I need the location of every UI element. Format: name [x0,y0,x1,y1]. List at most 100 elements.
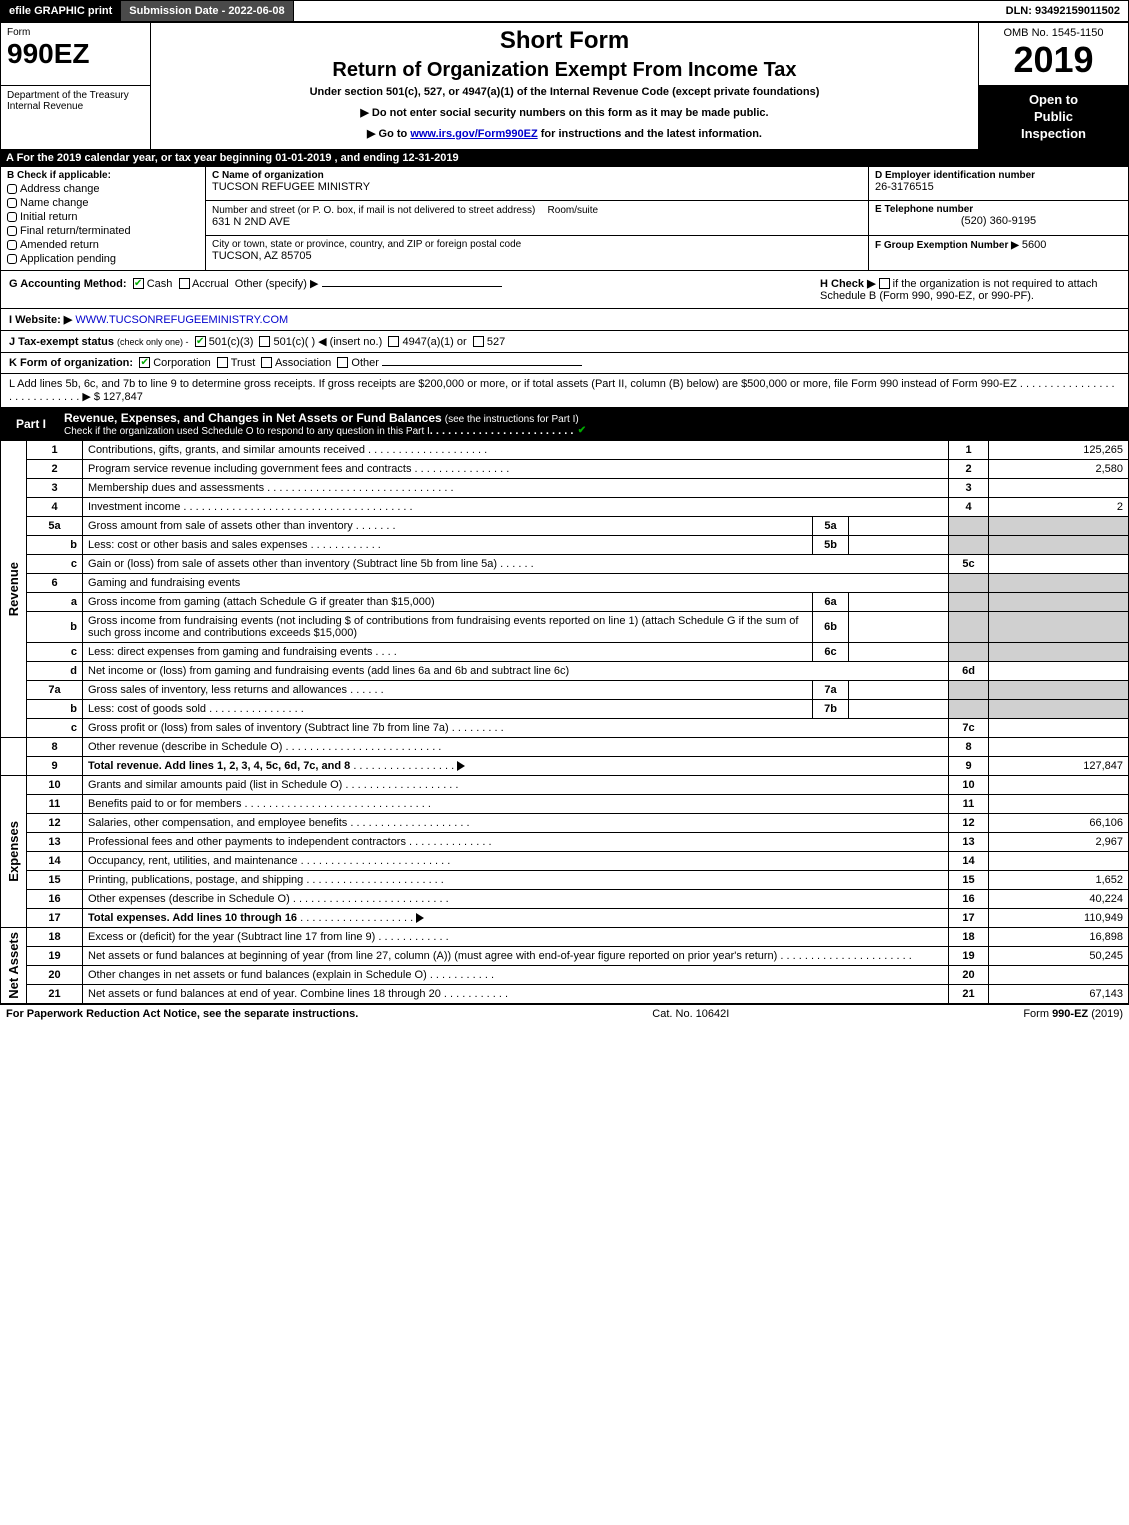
check-527[interactable] [473,336,484,347]
row-j: J Tax-exempt status (check only one) - 5… [0,331,1129,353]
line21-desc: Net assets or fund balances at end of ye… [88,988,441,1000]
line15-amtnum: 15 [949,870,989,889]
part1-title: Revenue, Expenses, and Changes in Net As… [64,411,442,425]
check-schedule-o-part1[interactable] [577,425,588,436]
tax-year: 2019 [985,39,1122,81]
line6b-inamt [849,611,949,642]
check-amended-label: Amended return [20,239,99,251]
line5c-amtnum: 5c [949,554,989,573]
check-name-change[interactable] [7,198,17,208]
form-header: Form 990EZ Short Form Return of Organiza… [0,22,1129,150]
line17-desc: Total expenses. Add lines 10 through 16 [88,912,297,924]
line5c-desc: Gain or (loss) from sale of assets other… [88,558,497,570]
ein-value: 26-3176515 [875,181,1122,193]
check-corporation[interactable] [139,357,150,368]
omb-number: OMB No. 1545-1150 [985,27,1122,39]
check-other-org[interactable] [337,357,348,368]
line10-amtnum: 10 [949,775,989,794]
f-group-label: F Group Exemption Number ▶ [875,240,1019,251]
check-address-label: Address change [20,183,100,195]
line5a-inamt [849,516,949,535]
line6a-desc: Gross income from gaming (attach Schedul… [88,596,435,608]
check-application-pending[interactable] [7,254,17,264]
other-specify-label: Other (specify) ▶ [235,278,319,290]
check-association[interactable] [261,357,272,368]
check-amended-return[interactable] [7,240,17,250]
form-word: Form [7,27,144,38]
line2-desc: Program service revenue including govern… [88,463,411,475]
dept-irs: Internal Revenue [7,101,144,112]
line6c-innum: 6c [813,642,849,661]
l-text: L Add lines 5b, 6c, and 7b to line 9 to … [9,378,1017,390]
line8-desc: Other revenue (describe in Schedule O) [88,741,282,753]
notice-ssn: ▶ Do not enter social security numbers o… [157,106,972,119]
check-address-change[interactable] [7,184,17,194]
notice2-post: for instructions and the latest informat… [538,128,762,140]
line17-amt: 110,949 [989,908,1129,927]
line7a-greynum [949,680,989,699]
check-initial-return[interactable] [7,212,17,222]
k-corp-label: Corporation [153,357,210,369]
k-assoc-label: Association [275,357,331,369]
footer-right-form: 990-EZ [1052,1008,1088,1020]
irs-link[interactable]: www.irs.gov/Form990EZ [410,128,537,140]
line5b-num: b [27,535,83,554]
line6a-greyamt [989,592,1129,611]
arrow-icon [416,913,424,923]
k-other-input[interactable] [382,365,582,366]
line6c-greyamt [989,642,1129,661]
line14-desc: Occupancy, rent, utilities, and maintena… [88,855,298,867]
revenue-side-label: Revenue [6,562,21,616]
line5a-innum: 5a [813,516,849,535]
line1-amtnum: 1 [949,440,989,459]
line7b-desc: Less: cost of goods sold [88,703,206,715]
check-cash[interactable] [133,278,144,289]
row-i: I Website: ▶ WWW.TUCSONREFUGEEMINISTRY.C… [0,309,1129,331]
check-4947[interactable] [388,336,399,347]
check-h-schedule-b[interactable] [879,278,890,289]
efile-print-button[interactable]: efile GRAPHIC print [1,1,121,21]
line7c-amt [989,718,1129,737]
part1-table: Revenue 1 Contributions, gifts, grants, … [0,440,1129,1004]
open1: Open to [983,92,1124,109]
line7a-greyamt [989,680,1129,699]
line13-amt: 2,967 [989,832,1129,851]
line6d-amtnum: 6d [949,661,989,680]
line9-amt: 127,847 [989,756,1129,775]
k-label: K Form of organization: [9,357,133,369]
line4-num: 4 [27,497,83,516]
j-527-label: 527 [487,336,505,348]
line8-amtnum: 8 [949,737,989,756]
check-trust[interactable] [217,357,228,368]
check-501c[interactable] [259,336,270,347]
dept-treasury: Department of the Treasury [7,90,144,101]
h-label: H Check ▶ [820,278,876,290]
line20-amt [989,965,1129,984]
check-final-return[interactable] [7,226,17,236]
line11-num: 11 [27,794,83,813]
subtitle: Under section 501(c), 527, or 4947(a)(1)… [157,86,972,98]
check-501c3[interactable] [195,336,206,347]
line12-amt: 66,106 [989,813,1129,832]
netassets-side-label: Net Assets [6,932,21,999]
other-specify-input[interactable] [322,286,502,287]
line5c-amt [989,554,1129,573]
line6-desc: Gaming and fundraising events [83,573,949,592]
line1-amt: 125,265 [989,440,1129,459]
line15-amt: 1,652 [989,870,1129,889]
line7a-inamt [849,680,949,699]
line10-desc: Grants and similar amounts paid (list in… [88,779,342,791]
street-address: 631 N 2ND AVE [212,216,862,228]
line9-num: 9 [27,756,83,775]
j-label: J Tax-exempt status [9,336,114,348]
line9-desc: Total revenue. Add lines 1, 2, 3, 4, 5c,… [88,760,350,772]
check-accrual[interactable] [179,278,190,289]
line7b-greyamt [989,699,1129,718]
line6c-greynum [949,642,989,661]
check-name-label: Name change [20,197,89,209]
line21-amt: 67,143 [989,984,1129,1003]
phone-value: (520) 360-9195 [875,215,1122,227]
website-link[interactable]: WWW.TUCSONREFUGEEMINISTRY.COM [75,314,288,326]
line3-amt [989,478,1129,497]
footer-right-pre: Form [1023,1008,1052,1020]
